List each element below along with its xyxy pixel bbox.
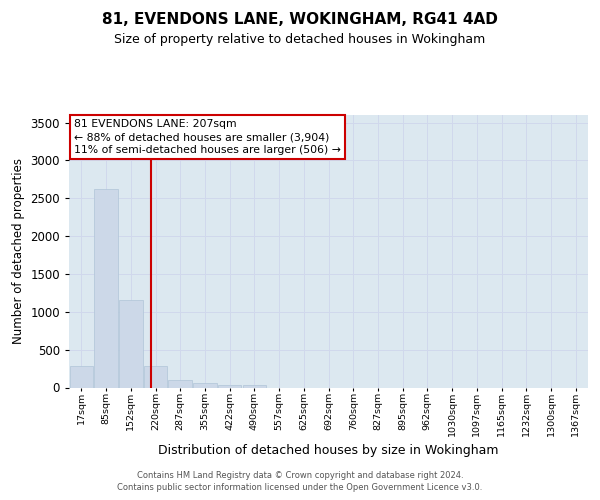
Text: Size of property relative to detached houses in Wokingham: Size of property relative to detached ho… [115,32,485,46]
Bar [94,189,118,388]
Bar [169,380,192,388]
Bar [242,385,266,388]
Y-axis label: Number of detached properties: Number of detached properties [12,158,25,344]
Bar [218,385,241,388]
Bar [193,383,217,388]
X-axis label: Distribution of detached houses by size in Wokingham: Distribution of detached houses by size … [158,444,499,458]
Text: 81 EVENDONS LANE: 207sqm
← 88% of detached houses are smaller (3,904)
11% of sem: 81 EVENDONS LANE: 207sqm ← 88% of detach… [74,119,341,156]
Bar [119,300,143,388]
Bar [70,366,93,388]
Bar [144,366,167,388]
Text: Contains HM Land Registry data © Crown copyright and database right 2024.
Contai: Contains HM Land Registry data © Crown c… [118,471,482,492]
Text: 81, EVENDONS LANE, WOKINGHAM, RG41 4AD: 81, EVENDONS LANE, WOKINGHAM, RG41 4AD [102,12,498,28]
